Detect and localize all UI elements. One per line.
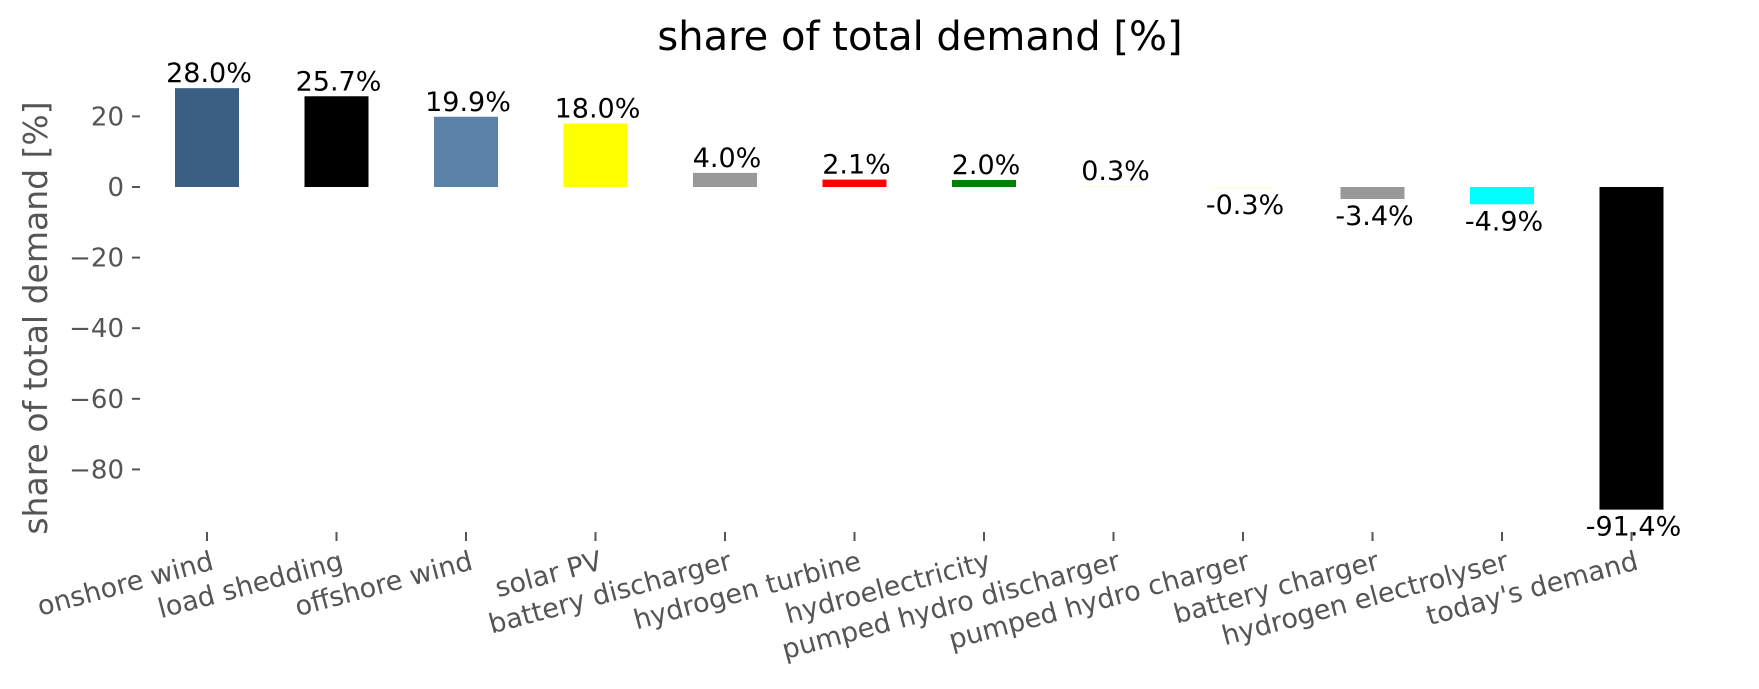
data-label: -3.4% — [1335, 201, 1413, 232]
y-tick-label: −40 — [69, 314, 124, 344]
bar — [952, 179, 1016, 187]
data-label: 4.0% — [693, 143, 762, 174]
bar — [1470, 187, 1534, 205]
y-axis: 20 0 −20 −40 −60 −80 — [69, 102, 140, 485]
data-label: 19.9% — [425, 87, 511, 118]
y-tick-label: −60 — [69, 385, 124, 415]
bar — [693, 172, 757, 187]
chart-title: share of total demand [%] — [657, 14, 1182, 60]
bar — [1211, 187, 1275, 189]
bar — [434, 116, 498, 187]
y-tick-label: 20 — [91, 102, 124, 132]
data-label: 25.7% — [296, 66, 382, 97]
bar — [563, 123, 628, 187]
y-tick-label: −80 — [69, 455, 124, 485]
bar — [304, 96, 369, 187]
y-tick-label: 0 — [107, 173, 124, 203]
bar — [1081, 185, 1146, 187]
data-label: 18.0% — [555, 93, 641, 124]
data-label: -91.4% — [1586, 512, 1682, 543]
data-label: -0.3% — [1206, 190, 1284, 221]
y-axis-label: share of total demand [%] — [16, 101, 55, 534]
bar — [1340, 187, 1405, 200]
bar — [175, 88, 239, 187]
data-label: 2.1% — [822, 150, 891, 181]
data-label: 28.0% — [166, 58, 252, 89]
data-label: 2.0% — [952, 150, 1021, 181]
bar — [822, 179, 887, 187]
data-label: 0.3% — [1081, 156, 1150, 187]
bars-group: 28.0% 25.7% 19.9% 18.0% 4.0% 2.1% 2.0% 0.3% -0.3… — [166, 58, 1681, 542]
y-tick-label: −20 — [69, 244, 124, 274]
data-label: -4.9% — [1465, 206, 1543, 237]
bar — [1599, 187, 1664, 510]
